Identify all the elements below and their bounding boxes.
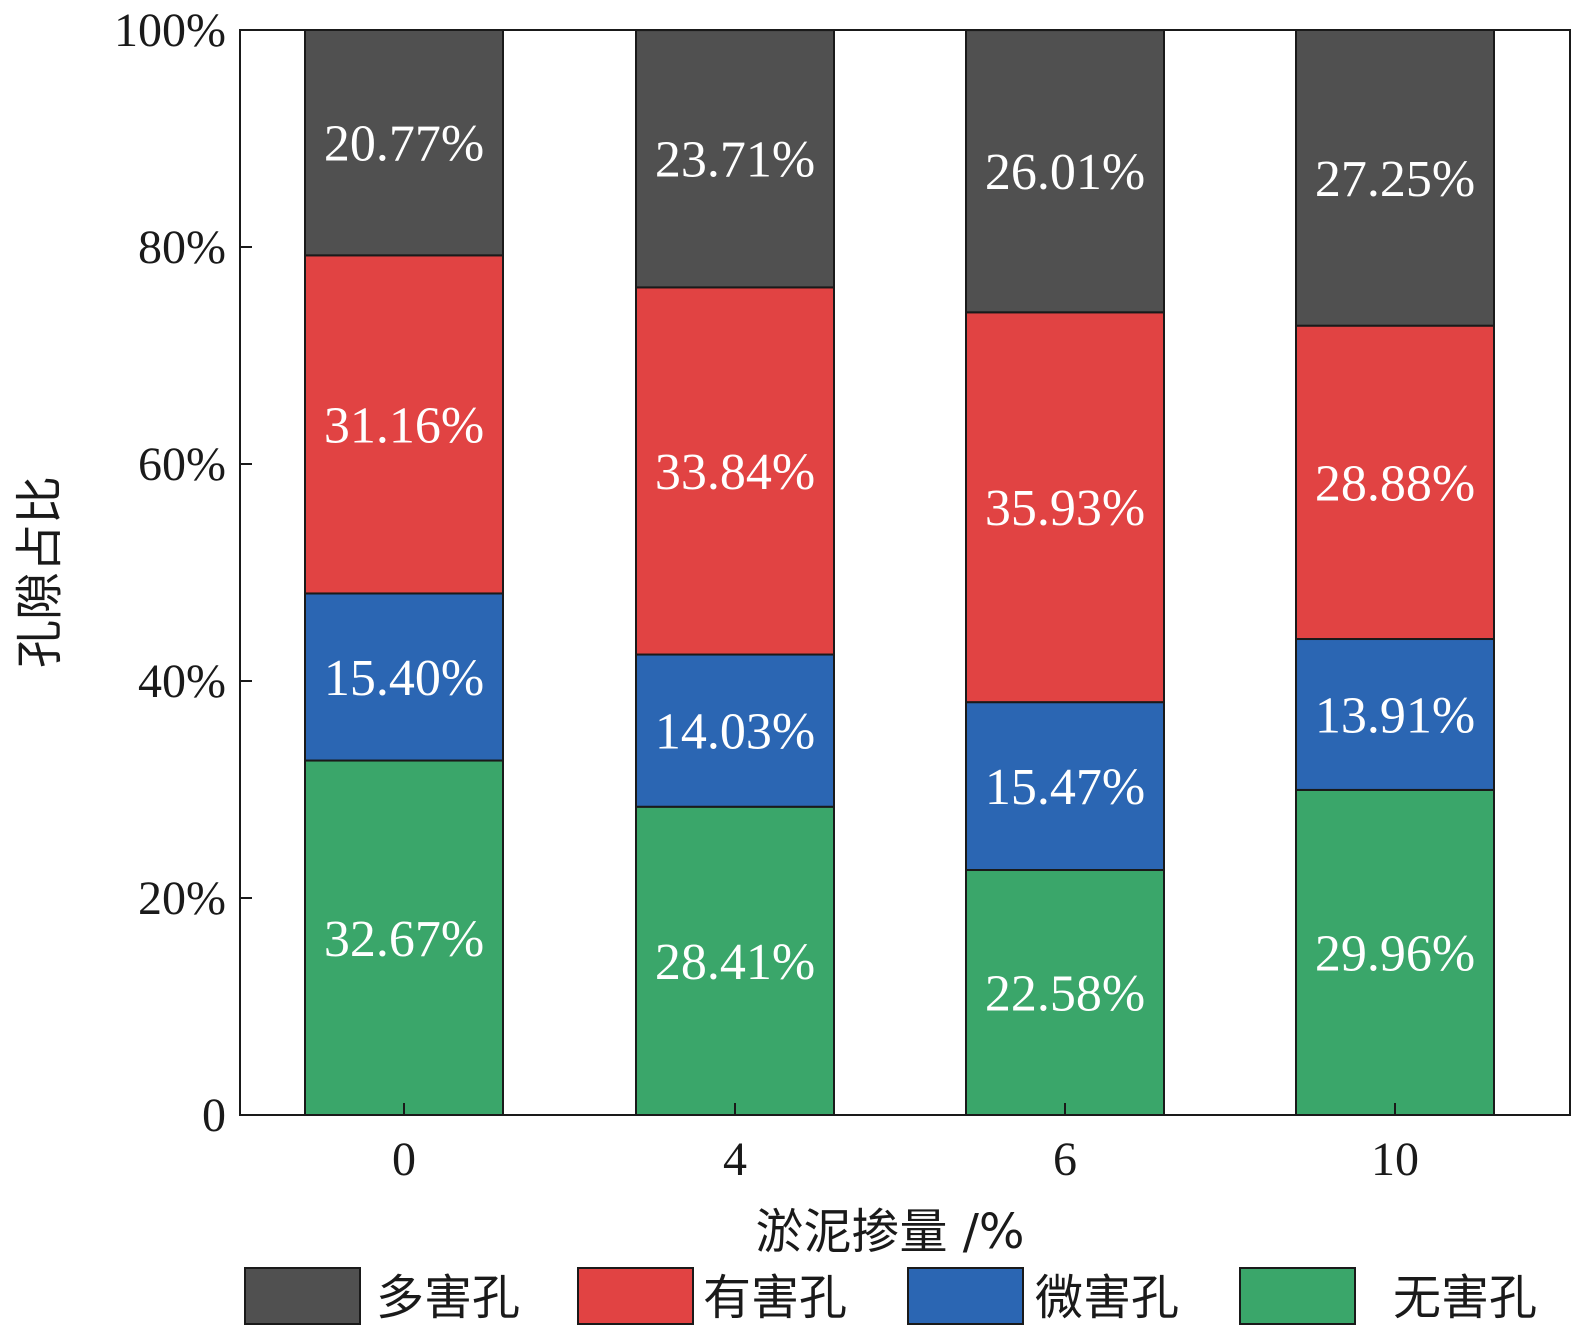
bars <box>304 29 1495 1117</box>
bar-segment <box>965 869 1165 1117</box>
data-label: 13.91% <box>1315 687 1475 744</box>
data-label: 28.88% <box>1315 455 1475 512</box>
legend-label: 无害孔 <box>1393 1270 1537 1326</box>
x-axis-title: 淤泥掺量 /% <box>755 1204 1024 1260</box>
bar-segment <box>1295 788 1495 1117</box>
bar-segment <box>965 701 1165 872</box>
plot-frame <box>239 29 1571 1116</box>
y-axis-title: 孔隙占比 <box>12 476 68 668</box>
bar-segment <box>1295 638 1495 791</box>
bar-segment <box>1295 29 1495 327</box>
y-tick-label: 40% <box>138 655 226 708</box>
x-tick-label: 6 <box>1053 1133 1077 1186</box>
data-label: 33.84% <box>655 444 815 501</box>
bar-segment <box>635 286 835 656</box>
bar-segment <box>635 29 835 289</box>
data-label: 32.67% <box>324 911 484 968</box>
y-tick-label: 80% <box>138 221 226 274</box>
data-label: 15.40% <box>324 650 484 707</box>
y-tick-label: 0 <box>202 1089 226 1142</box>
legend-label: 有害孔 <box>703 1270 847 1326</box>
data-labels: 32.67% 15.40% 31.16% 20.77% 28.41% 14.03% 33.8… <box>324 116 1475 1023</box>
legend: 多害孔 有害孔 微害孔 无害孔 <box>244 1267 1537 1326</box>
data-label: 26.01% <box>985 144 1145 201</box>
legend-label: 微害孔 <box>1035 1270 1179 1326</box>
x-tick-label: 0 <box>392 1133 416 1186</box>
y-tick-label: 20% <box>138 872 226 925</box>
y-axis: 0 20% 40% 60% 80% 100% <box>114 4 252 1142</box>
data-label: 28.41% <box>655 934 815 991</box>
plot-area: 32.67% 15.40% 31.16% 20.77% 28.41% 14.03% 33.8… <box>239 29 1571 1117</box>
y-tick-label: 100% <box>114 4 226 57</box>
data-label: 15.47% <box>985 759 1145 816</box>
bar-segment <box>965 29 1165 314</box>
x-tick-label: 4 <box>723 1133 747 1186</box>
bar-segment <box>1295 324 1495 641</box>
bar-segment <box>304 29 504 257</box>
legend-label: 多害孔 <box>376 1270 520 1326</box>
data-label: 27.25% <box>1315 151 1475 208</box>
bar-segment <box>635 653 835 808</box>
legend-swatch <box>577 1267 694 1325</box>
legend-swatch <box>907 1267 1024 1325</box>
x-tick-label: 10 <box>1371 1133 1419 1186</box>
data-label: 35.93% <box>985 480 1145 537</box>
bar-segment <box>304 592 504 762</box>
data-label: 20.77% <box>324 116 484 173</box>
data-label: 14.03% <box>655 704 815 761</box>
bar-segment <box>965 311 1165 704</box>
data-label: 31.16% <box>324 397 484 454</box>
data-label: 29.96% <box>1315 925 1475 982</box>
x-axis: 0 4 6 10 <box>392 1103 1419 1186</box>
legend-swatch <box>244 1267 361 1325</box>
y-tick-label: 60% <box>138 438 226 491</box>
data-label: 23.71% <box>655 132 815 189</box>
legend-swatch <box>1239 1267 1356 1325</box>
data-label: 22.58% <box>985 966 1145 1023</box>
